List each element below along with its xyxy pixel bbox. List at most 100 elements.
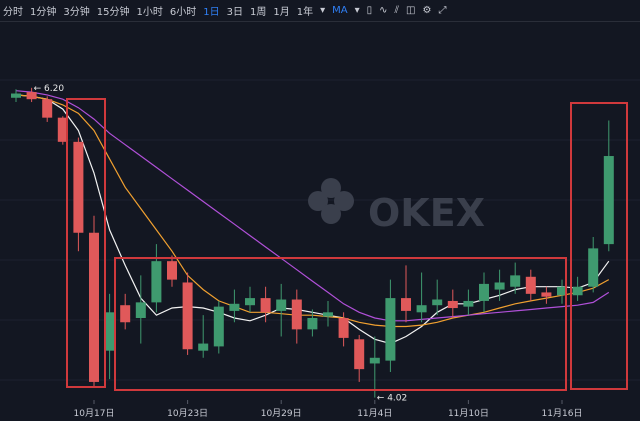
candle-body (401, 298, 411, 311)
interval-button[interactable]: 6小时 (169, 7, 197, 18)
candle-body (198, 343, 209, 351)
candle-body (525, 276, 536, 294)
candle (291, 289, 302, 344)
dropdown-arrow[interactable]: ▾ (354, 5, 360, 16)
extreme-value: 4.02 (387, 394, 407, 404)
candle (510, 262, 521, 294)
candle-body (447, 300, 458, 309)
candle-body (167, 261, 177, 280)
candle (245, 286, 255, 313)
toolbar: 分时 1分钟 3分钟 15分钟 1小时 6小时 1日 3日 1周 1月 1年 ▾ MA ▾ ▯ ∿ ⫽ ◫ ⚙ ⤢ (0, 0, 640, 22)
candle (89, 215, 99, 387)
interval-button[interactable]: 1周 (249, 7, 267, 18)
candle (494, 269, 505, 301)
candle (198, 315, 209, 358)
tool-icon[interactable]: ⤢ (438, 5, 447, 16)
candle-body (245, 298, 255, 306)
candle-body (385, 298, 396, 361)
candle (588, 237, 599, 293)
candle (557, 279, 567, 304)
interval-button[interactable]: 1分钟 (30, 7, 57, 18)
tool-icon[interactable]: ∿ (379, 5, 388, 16)
candle (276, 283, 287, 337)
interval-button[interactable]: 15分钟 (96, 7, 130, 18)
candle-body (354, 339, 365, 370)
candle-body (416, 305, 427, 313)
candle (525, 269, 536, 301)
x-tick-label: 10月23日 (167, 408, 208, 419)
candle (260, 286, 271, 323)
interval-button[interactable]: 1小时 (136, 7, 163, 18)
x-tick-label: 11月4日 (357, 408, 392, 419)
tool-icon[interactable]: ⚙ (422, 5, 432, 16)
candle (213, 300, 224, 354)
interval-button[interactable]: 分时 (3, 7, 23, 18)
candle (572, 276, 583, 301)
candle (416, 272, 427, 323)
candle-body (338, 317, 349, 338)
x-tick-label: 11月16日 (542, 408, 583, 419)
candle-body (463, 300, 474, 307)
candle (603, 120, 614, 252)
candle-body (135, 302, 146, 318)
candle (354, 335, 365, 382)
candle-body (603, 156, 614, 245)
tool-icon[interactable]: ◫ (406, 5, 416, 16)
candle (11, 89, 21, 103)
dropdown-arrow[interactable]: ▾ (320, 5, 326, 16)
candle (151, 244, 162, 313)
candle-body (182, 282, 193, 350)
candle-body (213, 306, 224, 347)
watermark-text: OKEX (368, 191, 485, 235)
highlight-box (66, 98, 106, 388)
candle-body (541, 292, 552, 297)
interval-button[interactable]: 3日 (226, 7, 243, 18)
candle (323, 300, 333, 327)
extreme-value: 6.20 (44, 84, 64, 94)
candle (432, 279, 443, 316)
plot: 10月17日 10月23日 10月29日 11月4日 11月10日 11月16日 ← 6.2… (11, 84, 614, 419)
candle-body (557, 286, 567, 296)
tool-icon[interactable]: ⫽ (394, 5, 400, 16)
candle-body (11, 93, 21, 98)
interval-button[interactable]: 3分钟 (63, 7, 90, 18)
candle (401, 265, 411, 323)
candle (42, 96, 53, 122)
candle (135, 275, 146, 344)
candle-body (479, 283, 489, 301)
candle (479, 272, 489, 313)
highlight-box (114, 257, 567, 391)
indicator-button[interactable]: MA (332, 5, 348, 16)
candle-body (369, 357, 380, 364)
candle-body (291, 299, 302, 330)
candle-body (494, 282, 505, 290)
ma-line (15, 90, 610, 322)
candle-body (229, 303, 240, 311)
x-tick-label: 10月17日 (74, 408, 115, 419)
candle-body (73, 141, 84, 233)
logo-dot (308, 191, 328, 211)
x-tick-label: 10月29日 (261, 408, 302, 419)
interval-button[interactable]: 1月 (273, 7, 290, 18)
interval-button[interactable]: 1日 (203, 7, 220, 18)
interval-button[interactable]: 1年 (296, 7, 314, 18)
candle (120, 293, 131, 330)
candle-body (89, 232, 99, 382)
candle (229, 289, 240, 323)
candle (182, 272, 193, 355)
logo-dot (321, 178, 341, 198)
candle-body (510, 275, 521, 287)
candle-body (588, 248, 599, 287)
highlight-box (570, 102, 628, 390)
candle-body (26, 92, 37, 100)
watermark-logo: OKEX (308, 178, 485, 235)
candle (385, 279, 396, 372)
candle (307, 309, 318, 337)
candle-body (572, 286, 583, 296)
tool-icon[interactable]: ▯ (366, 5, 373, 16)
logo-dot (321, 204, 341, 224)
candle (541, 286, 552, 304)
candle-body (120, 305, 131, 323)
